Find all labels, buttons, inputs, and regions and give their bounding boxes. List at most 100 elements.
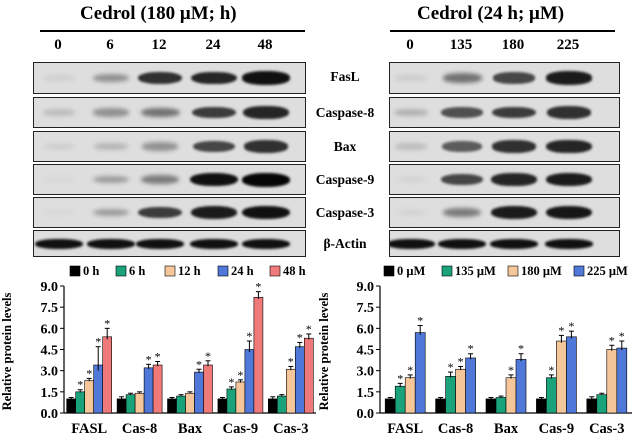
bar [465,357,476,414]
left-blot-caspase8 [33,97,306,128]
significance-star: * [288,354,294,368]
protein-band [546,106,592,119]
protein-band [441,141,483,152]
bar [495,397,507,414]
bar [445,376,456,414]
protein-band [491,173,537,186]
legend-label: 0 h [83,264,99,278]
significance-star: * [228,375,234,389]
bar [515,359,527,414]
protein-band [545,71,593,85]
right-blot-caspase8 [389,97,620,128]
right-lane-label: 225 [556,37,580,53]
protein-band [43,75,75,81]
right-blot-actin [389,230,620,257]
protein-band [140,107,180,118]
protein-band [137,71,183,85]
right-blot-fasl [389,62,620,94]
protein-band [545,205,593,220]
right-title-underline [390,30,615,32]
bar [596,394,608,414]
legend-swatch [217,265,229,277]
significance-star: * [237,368,243,382]
significance-star: * [508,363,514,377]
bar [536,398,547,414]
y-tick-label: 0.0 [357,407,375,422]
protein-band [438,238,486,249]
y-tick-label: 7.5 [357,301,375,316]
bar [404,377,416,414]
bar [303,337,314,414]
y-tick-label: 7.5 [41,301,59,316]
significance-star: * [458,354,464,368]
protein-band [43,143,75,150]
bar [414,332,426,414]
bar [285,368,296,414]
y-tick-label: 0.0 [41,407,59,422]
label-caspase8: Caspase-8 [315,105,375,120]
protein-band [192,140,236,153]
protein-band [490,205,538,220]
category-label: FASL [387,421,423,437]
protein-band [136,238,184,249]
significance-star: * [568,319,574,333]
bar [455,368,466,414]
bar [485,398,497,414]
right-lane-label: 0 [406,37,414,53]
significance-star: * [417,314,423,328]
category-label: Cas-9 [223,421,258,437]
significance-star: * [448,360,454,374]
legend-label: 24 h [231,264,254,278]
significance-star: * [397,371,403,385]
bar [185,392,195,414]
protein-band [441,107,483,118]
protein-band [442,73,482,83]
left-blot-caspase3 [33,197,306,228]
left-lane-label: 24 [205,37,221,53]
bar [546,377,557,414]
protein-band [492,72,536,84]
bar [134,392,145,414]
protein-band [243,140,289,153]
legend-label: 180 μM [521,264,562,278]
protein-band [440,173,484,186]
significance-star: * [246,329,252,343]
y-tick-label: 4.5 [357,344,375,359]
bar [167,398,177,414]
significance-star: * [95,335,101,349]
significance-star: * [205,349,211,363]
bar [394,385,406,414]
protein-band [190,205,238,220]
bar [244,349,255,414]
bar [125,394,136,414]
bar [606,349,618,414]
protein-band [242,238,290,249]
bar [66,398,76,414]
left-title-underline [40,30,305,32]
protein-band [242,205,290,220]
protein-band [545,238,593,249]
protein-band [93,208,129,217]
left-blot-bax [33,131,306,162]
protein-band [43,176,75,183]
y-axis-label: Relative protein levels [0,292,14,410]
bar [93,364,103,414]
bar [102,336,112,414]
left-lane-label: 0 [54,37,62,53]
left-blot-actin [33,230,306,257]
protein-band [546,140,592,153]
protein-band [192,106,236,119]
significance-star: * [297,330,303,344]
bar [616,347,628,414]
protein-band [545,172,593,187]
protein-band [92,73,130,83]
bar [566,336,577,414]
bar [384,398,396,414]
left-lane-label: 6 [106,37,114,53]
legend-swatch [69,265,81,277]
bar-chart-dose-response: 0 μM 135 μM 180 μM 225 μM 0.0 1.5 3.0 4.5 6.0 7.5… [318,264,632,437]
legend-label: 135 μM [455,264,496,278]
bar [267,398,278,414]
protein-band [442,207,482,218]
bar [143,367,154,414]
